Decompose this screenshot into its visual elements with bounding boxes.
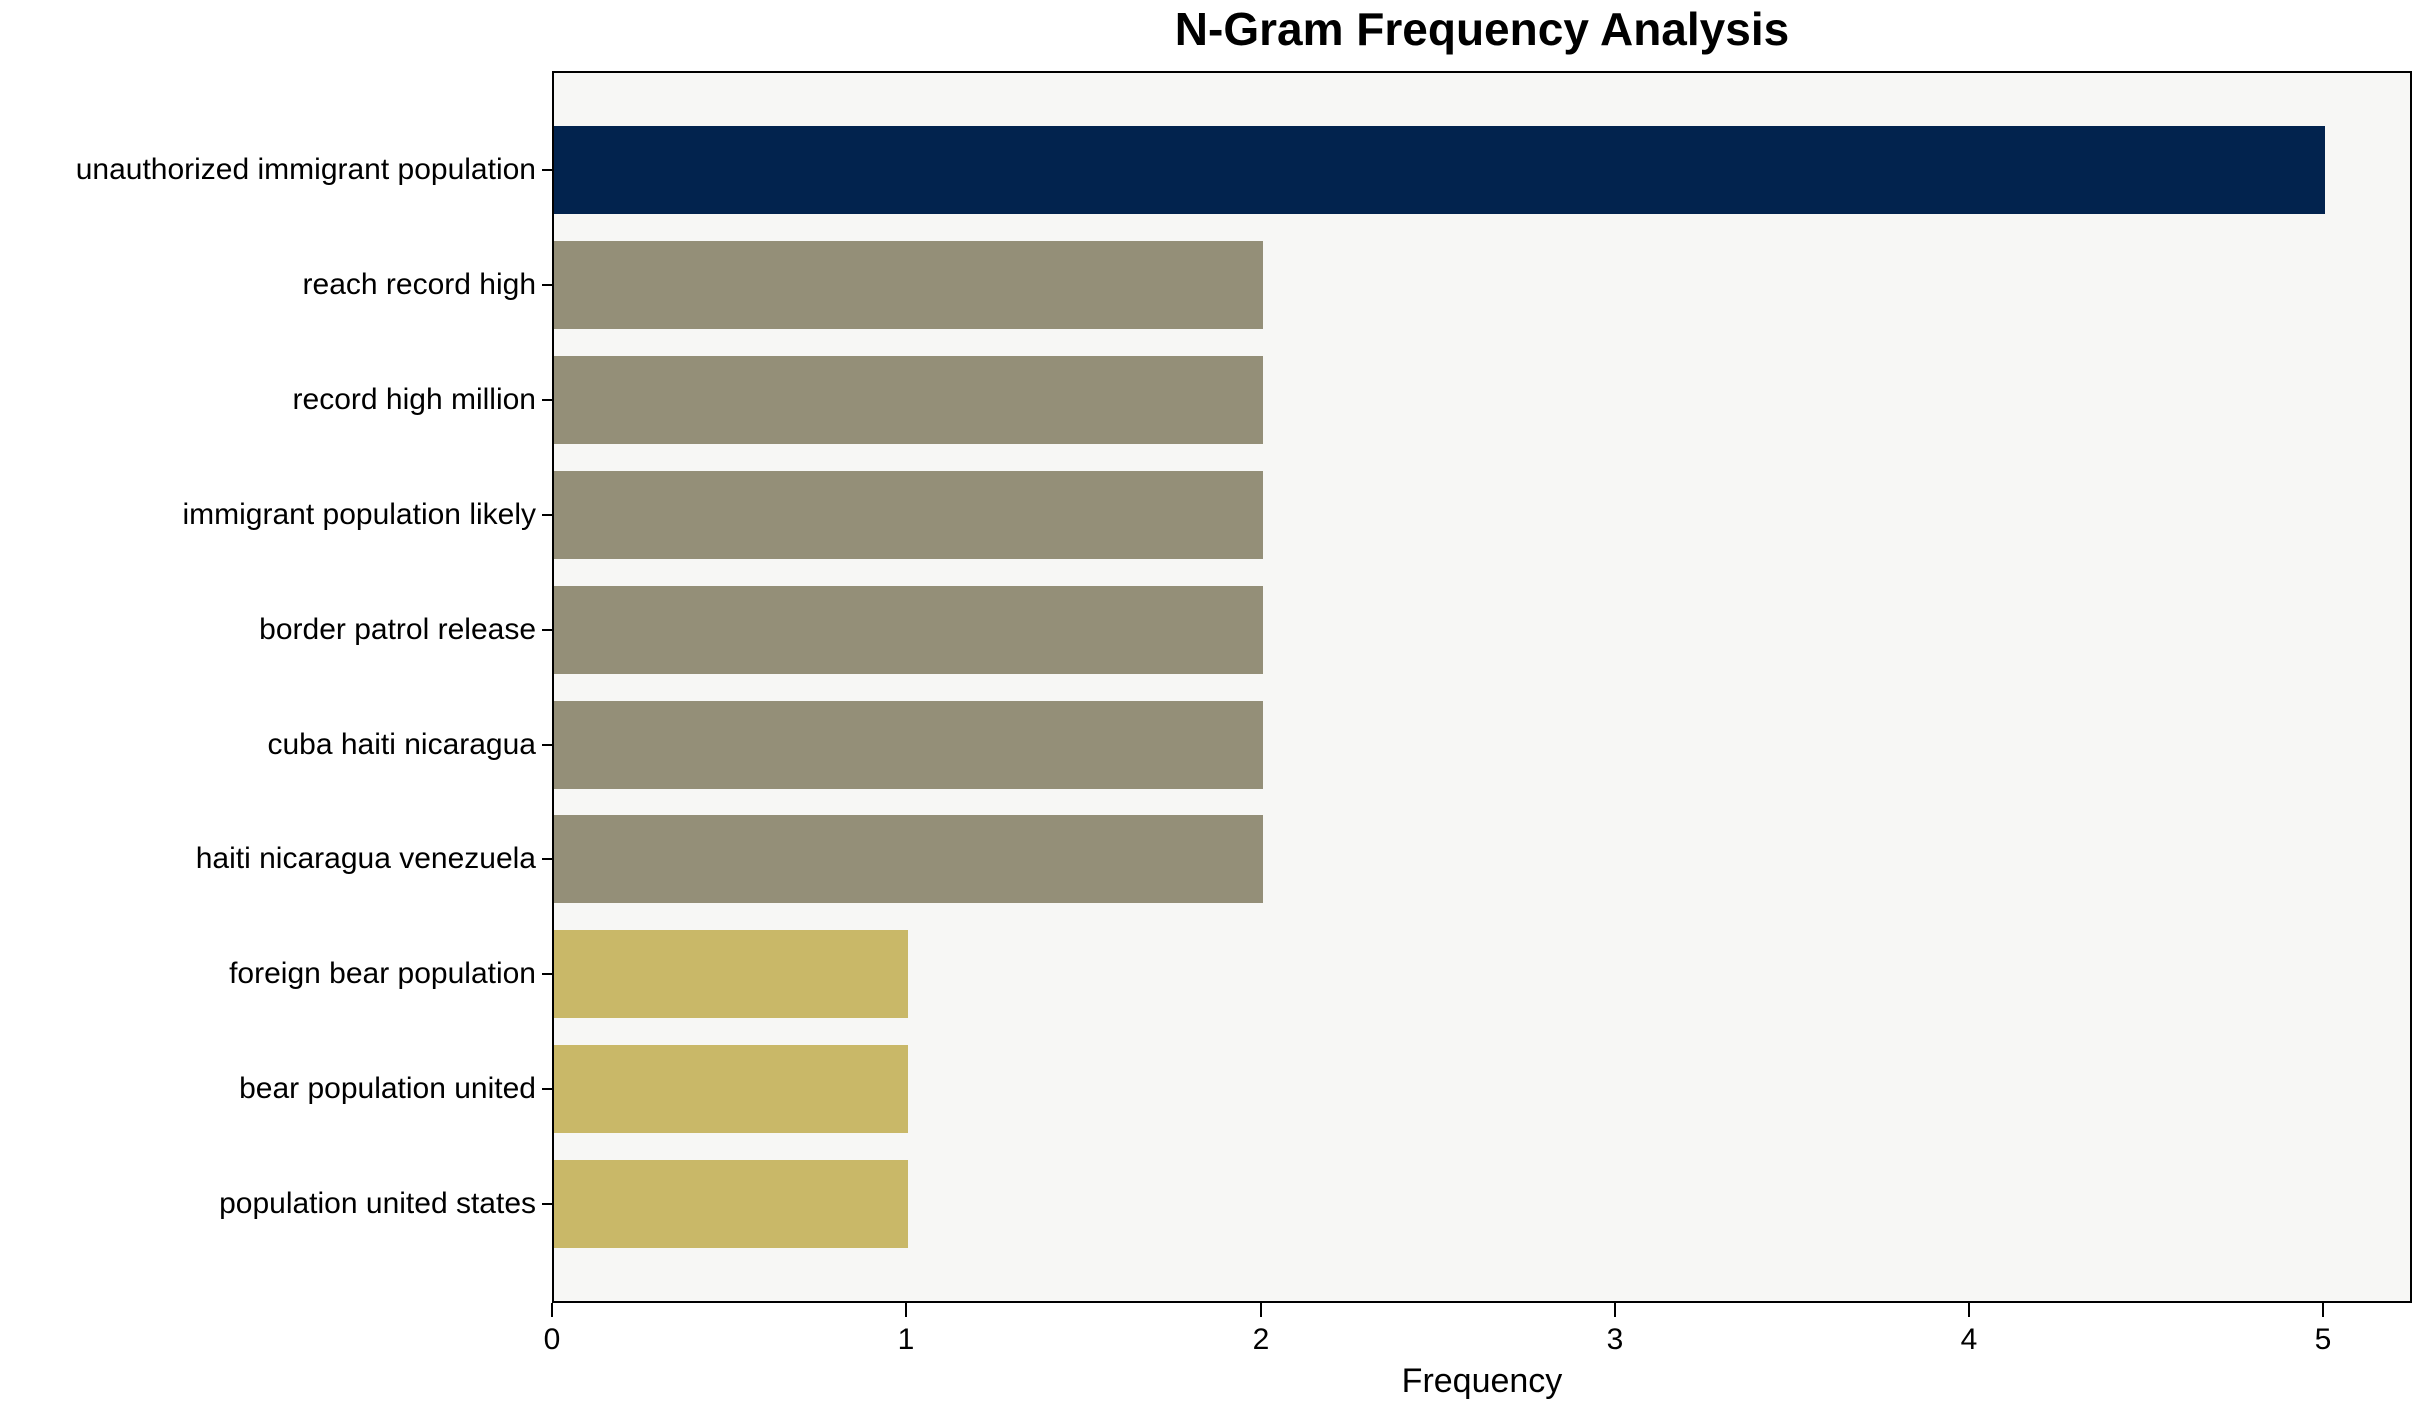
category-label: immigrant population likely — [182, 498, 537, 531]
bar — [554, 1045, 908, 1134]
x-tick-label: 4 — [1960, 1323, 1978, 1356]
chart-title: N-Gram Frequency Analysis — [1174, 3, 1790, 55]
category-label: haiti nicaragua venezuela — [195, 842, 536, 875]
x-tick-label: 1 — [897, 1323, 915, 1356]
category-label: record high million — [292, 383, 536, 416]
y-tick-mark — [542, 399, 552, 401]
y-tick-mark — [542, 858, 552, 860]
plot-area — [552, 71, 2412, 1303]
y-tick-mark — [542, 629, 552, 631]
bar — [554, 240, 1263, 329]
category-label: border patrol release — [259, 613, 536, 646]
bar — [554, 1160, 908, 1249]
x-tick-label: 0 — [543, 1323, 561, 1356]
category-label: reach record high — [302, 268, 536, 301]
category-label: population united states — [219, 1187, 536, 1220]
category-label: bear population united — [239, 1072, 536, 1105]
y-tick-mark — [542, 973, 552, 975]
x-tick-mark — [2322, 1303, 2324, 1317]
y-tick-mark — [542, 514, 552, 516]
x-tick-mark — [1614, 1303, 1616, 1317]
x-tick-label: 5 — [2314, 1323, 2332, 1356]
bar — [554, 700, 1263, 789]
y-tick-mark — [542, 1088, 552, 1090]
y-tick-mark — [542, 284, 552, 286]
bar — [554, 470, 1263, 559]
bar — [554, 585, 1263, 674]
x-tick-label: 2 — [1252, 1323, 1270, 1356]
bar — [554, 355, 1263, 444]
x-tick-mark — [551, 1303, 553, 1317]
x-tick-mark — [1260, 1303, 1262, 1317]
bar — [554, 930, 908, 1019]
category-label: cuba haiti nicaragua — [267, 728, 536, 761]
bar — [554, 126, 2325, 214]
x-tick-mark — [1968, 1303, 1970, 1317]
y-tick-mark — [542, 744, 552, 746]
x-axis-title: Frequency — [1401, 1362, 1563, 1400]
x-tick-label: 3 — [1606, 1323, 1624, 1356]
y-tick-mark — [542, 169, 552, 171]
category-label: foreign bear population — [229, 957, 536, 990]
y-tick-mark — [542, 1203, 552, 1205]
category-label: unauthorized immigrant population — [75, 153, 536, 186]
bar — [554, 815, 1263, 904]
x-tick-mark — [905, 1303, 907, 1317]
